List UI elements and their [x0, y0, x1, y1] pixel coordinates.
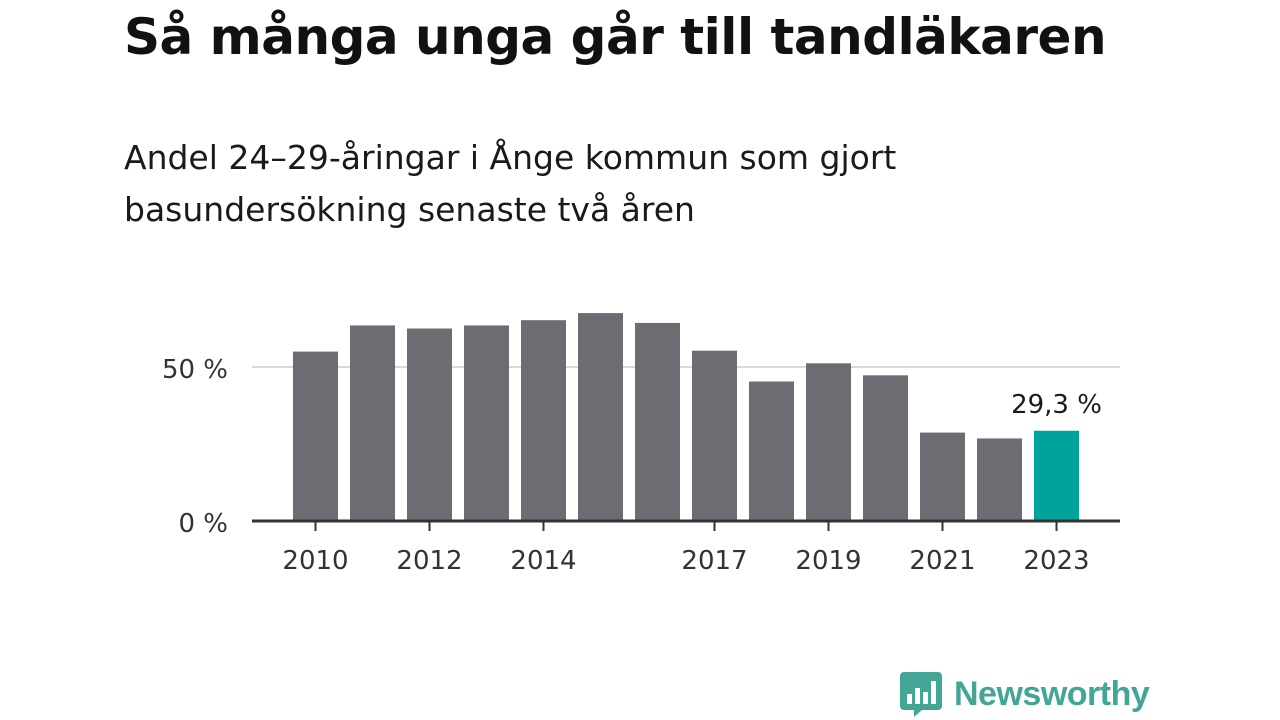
bar — [635, 322, 680, 521]
y-tick-label: 0 % — [178, 509, 228, 539]
bar — [920, 432, 965, 521]
bar — [407, 328, 452, 521]
x-tick-label: 2023 — [1023, 546, 1089, 576]
bar — [749, 381, 794, 521]
brand-logo: Newsworthy — [900, 670, 1150, 718]
newsworthy-logo-icon — [900, 672, 942, 717]
bar — [1034, 430, 1079, 521]
bar — [521, 320, 566, 521]
chart-title: Så många unga går till tandläkaren — [124, 8, 1107, 66]
bar — [863, 375, 908, 521]
x-tick-label: 2012 — [396, 546, 462, 576]
bar — [977, 438, 1022, 521]
x-tick-label: 2017 — [681, 546, 747, 576]
bar — [350, 325, 395, 521]
chart-subtitle: Andel 24–29-åringar i Ånge kommun som gj… — [124, 138, 897, 229]
bar — [692, 350, 737, 521]
x-tick-label: 2010 — [282, 546, 348, 576]
bar — [578, 313, 623, 521]
bar — [464, 325, 509, 521]
bar — [806, 363, 851, 521]
x-tick-label: 2014 — [510, 546, 576, 576]
brand-name: Newsworthy — [954, 674, 1150, 713]
x-tick-label: 2021 — [909, 546, 975, 576]
y-tick-label: 50 % — [162, 355, 228, 385]
data-label: 29,3 % — [1011, 390, 1102, 420]
x-tick-label: 2019 — [795, 546, 861, 576]
bar — [293, 351, 338, 521]
